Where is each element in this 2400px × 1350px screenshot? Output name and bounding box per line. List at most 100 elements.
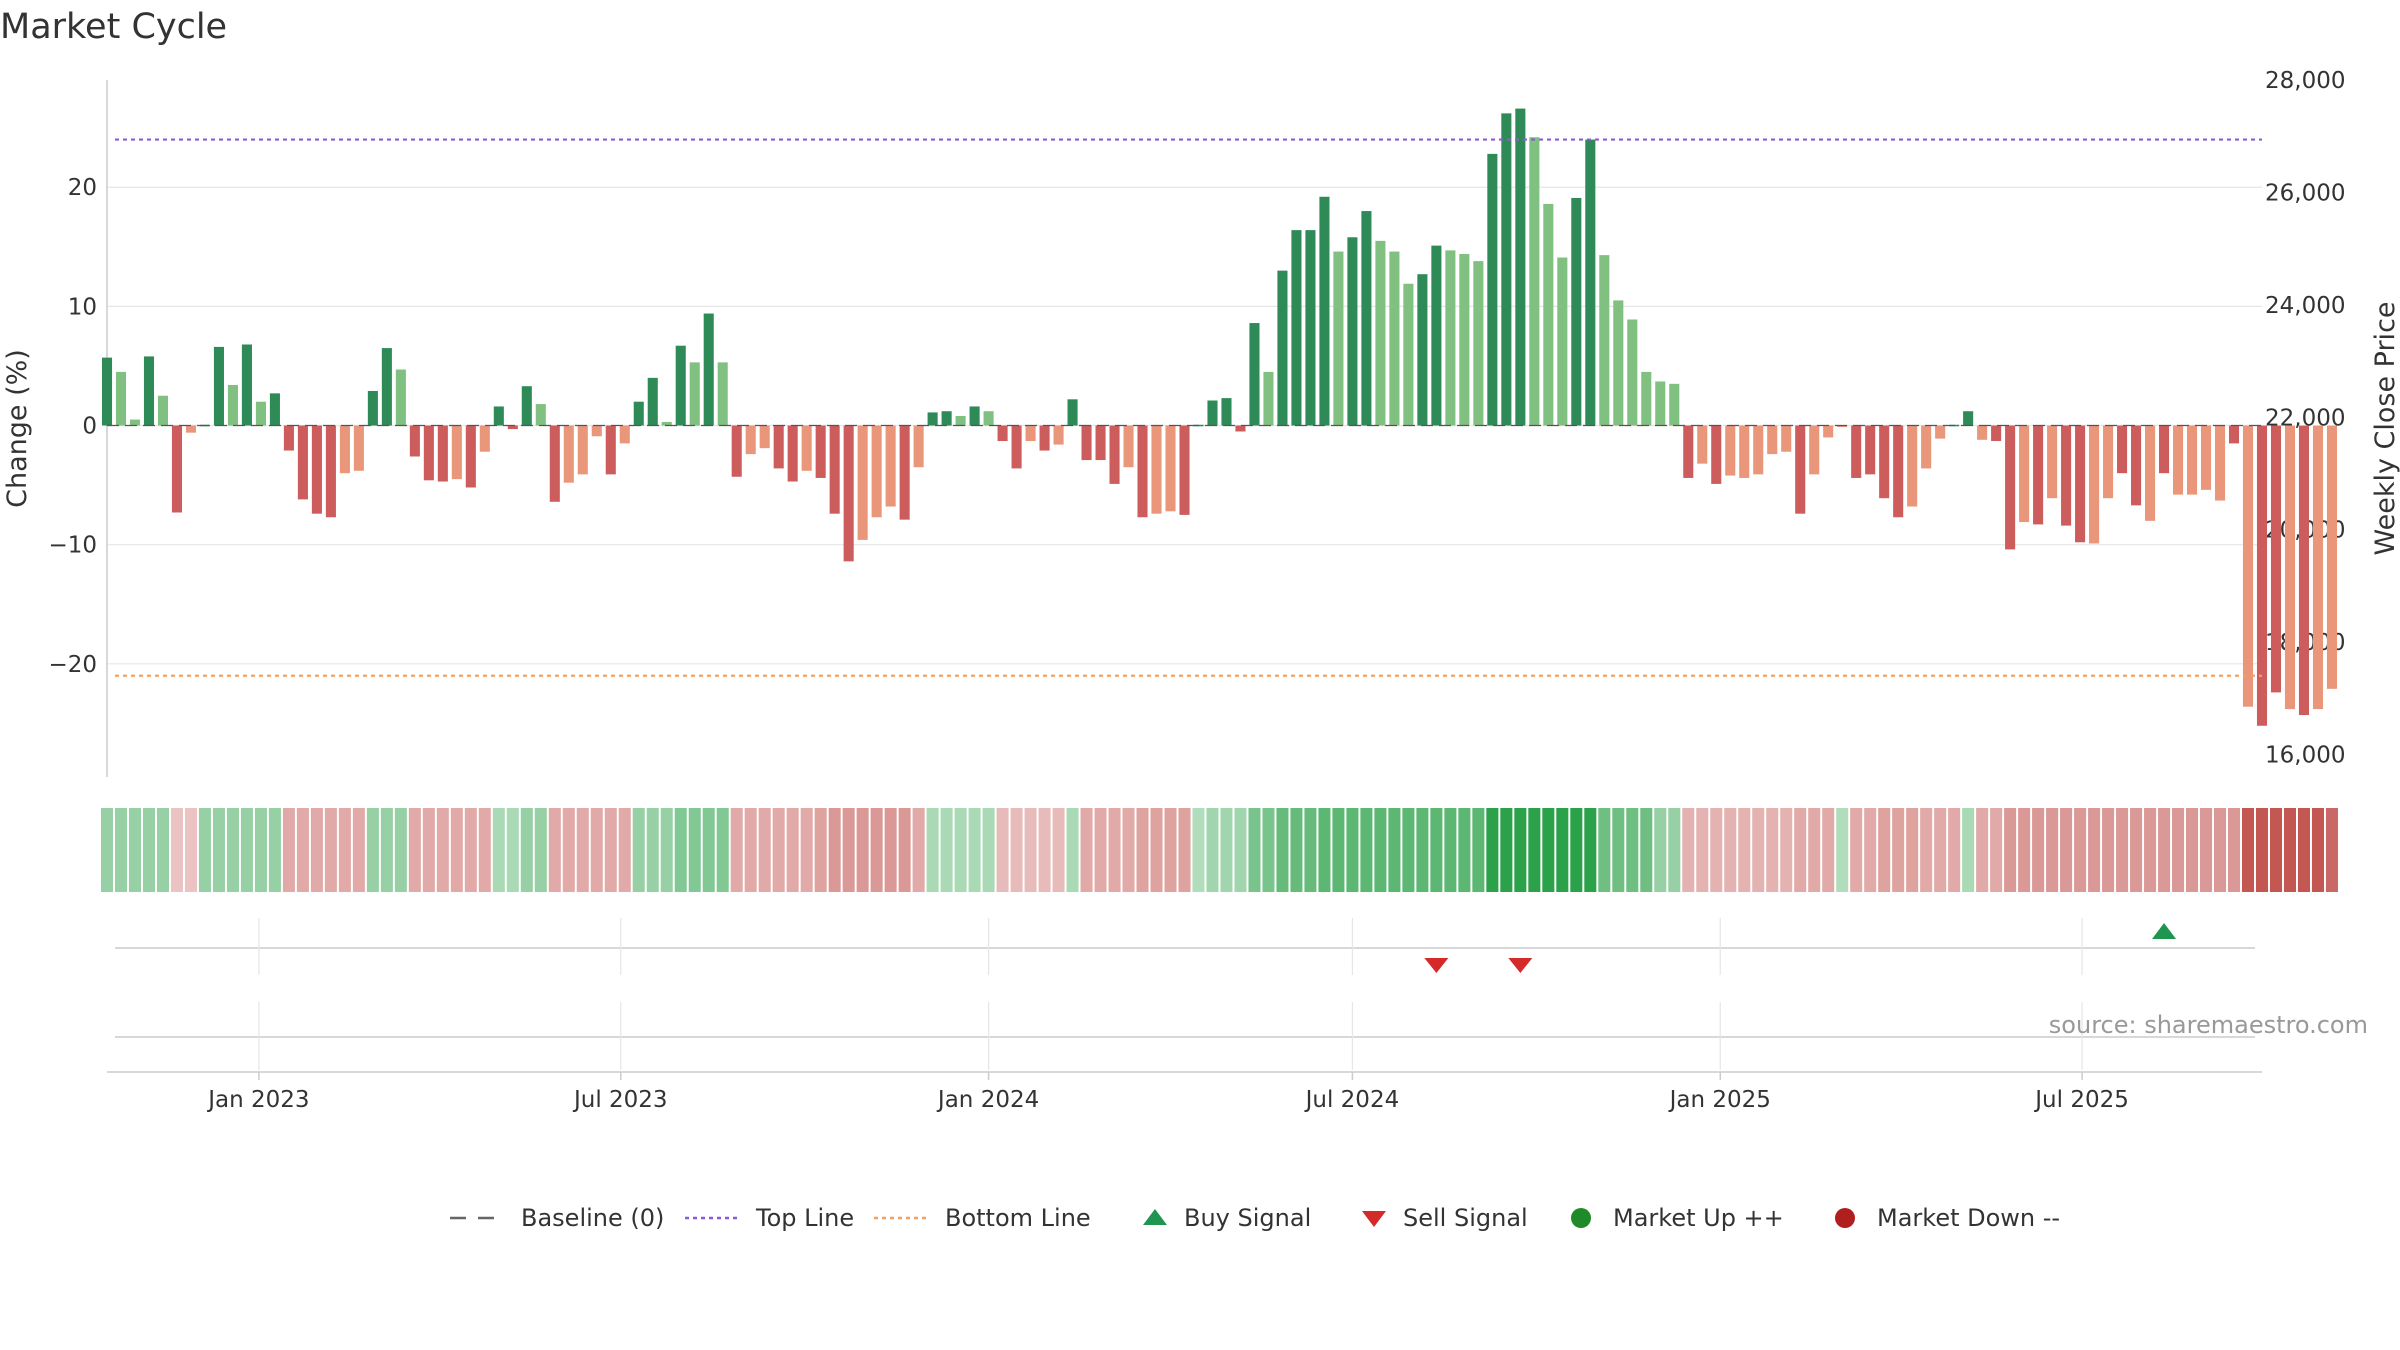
- heat-cell: [632, 808, 645, 892]
- legend-label: Market Up ++: [1613, 1204, 1784, 1232]
- change-bar: [997, 425, 1008, 442]
- change-bar: [2047, 425, 2058, 499]
- heat-cell: [1514, 808, 1527, 892]
- heat-cell: [1766, 808, 1779, 892]
- heat-cell: [1486, 808, 1499, 892]
- heat-cell: [1402, 808, 1415, 892]
- heat-cell: [2004, 808, 2017, 892]
- legend-market-up: Market Up ++: [1571, 1204, 1784, 1232]
- heat-cell: [1640, 808, 1653, 892]
- heat-cell: [1416, 808, 1429, 892]
- heat-cell: [2200, 808, 2213, 892]
- heat-cell: [800, 808, 813, 892]
- change-bar: [1669, 383, 1680, 426]
- change-bar: [1291, 230, 1302, 426]
- heat-cell: [2186, 808, 2199, 892]
- change-bar: [535, 404, 546, 426]
- heat-cell: [996, 808, 1009, 892]
- legend-buy-signal: Buy Signal: [1143, 1204, 1311, 1232]
- heat-cell: [1276, 808, 1289, 892]
- y-tick-label: 20: [68, 175, 97, 201]
- change-bar: [2131, 425, 2142, 506]
- heat-cell: [590, 808, 603, 892]
- change-bar: [1095, 425, 1106, 461]
- heat-cell: [436, 808, 449, 892]
- heat-cell: [1164, 808, 1177, 892]
- heat-cell: [212, 808, 225, 892]
- source-label: source: sharemaestro.com: [2049, 1011, 2368, 1039]
- heat-cell: [338, 808, 351, 892]
- change-bar: [1823, 425, 1834, 438]
- change-bar: [759, 425, 770, 449]
- heat-cell: [268, 808, 281, 892]
- heat-cell: [1822, 808, 1835, 892]
- change-bar: [213, 346, 224, 426]
- change-bar: [1865, 425, 1876, 475]
- heat-cell: [1458, 808, 1471, 892]
- change-bar: [1991, 425, 2002, 442]
- heat-cell: [1836, 808, 1849, 892]
- change-bar: [2061, 425, 2072, 526]
- heat-cell: [142, 808, 155, 892]
- change-bar: [899, 425, 910, 520]
- heat-cell: [1934, 808, 1947, 892]
- change-bar: [1501, 113, 1512, 426]
- heat-cell: [352, 808, 365, 892]
- change-bar: [1977, 425, 1988, 440]
- heat-cell: [1696, 808, 1709, 892]
- heat-cell: [534, 808, 547, 892]
- change-bar: [1207, 400, 1218, 426]
- change-bar: [1333, 251, 1344, 426]
- heat-cell: [380, 808, 393, 892]
- heat-cell: [1332, 808, 1345, 892]
- heat-cell: [114, 808, 128, 892]
- sell-signal-marker: [1424, 958, 1449, 973]
- x-tick-label: Jul 2023: [572, 1087, 668, 1113]
- change-bar: [2173, 425, 2184, 495]
- heat-cell: [870, 808, 883, 892]
- heat-cell: [1024, 808, 1037, 892]
- change-bar: [1641, 371, 1652, 426]
- heat-cell: [660, 808, 673, 892]
- heat-cell: [408, 808, 421, 892]
- change-bar: [1683, 425, 1694, 478]
- heat-cell: [1556, 808, 1569, 892]
- change-bar: [1039, 425, 1050, 451]
- change-bar: [325, 425, 336, 518]
- change-bar: [1543, 203, 1554, 426]
- change-bar: [367, 390, 378, 426]
- change-bar: [1025, 425, 1036, 442]
- change-bar: [577, 425, 588, 475]
- heat-cell: [1234, 808, 1247, 892]
- heat-cell: [1668, 808, 1681, 892]
- change-bar: [143, 356, 155, 426]
- change-bar: [1585, 139, 1596, 426]
- change-bar: [2145, 425, 2156, 521]
- heat-cell: [2102, 808, 2115, 892]
- heat-cell: [912, 808, 925, 892]
- change-bar: [1893, 425, 1904, 518]
- change-bar: [815, 425, 826, 478]
- change-bar: [297, 425, 308, 500]
- change-bar: [717, 362, 728, 426]
- change-bar: [2200, 425, 2212, 490]
- y2-tick-label: 28,000: [2265, 68, 2345, 94]
- change-bar: [1445, 250, 1456, 426]
- change-bar: [843, 425, 854, 562]
- change-bar: [1487, 153, 1498, 426]
- heat-cell: [1850, 808, 1863, 892]
- change-bar: [1725, 425, 1736, 476]
- heat-cell: [1780, 808, 1793, 892]
- heat-cell: [2297, 808, 2310, 892]
- heat-cell: [926, 808, 939, 892]
- change-bar: [1781, 425, 1792, 452]
- heat-cell: [1654, 808, 1667, 892]
- change-bar: [2033, 425, 2044, 525]
- change-bar: [1935, 425, 1946, 439]
- change-bar: [871, 425, 882, 518]
- change-bar: [2270, 425, 2282, 693]
- heat-cell: [1388, 808, 1401, 892]
- legend-triangle-up-icon: [1143, 1209, 1167, 1225]
- change-bar: [2312, 425, 2324, 710]
